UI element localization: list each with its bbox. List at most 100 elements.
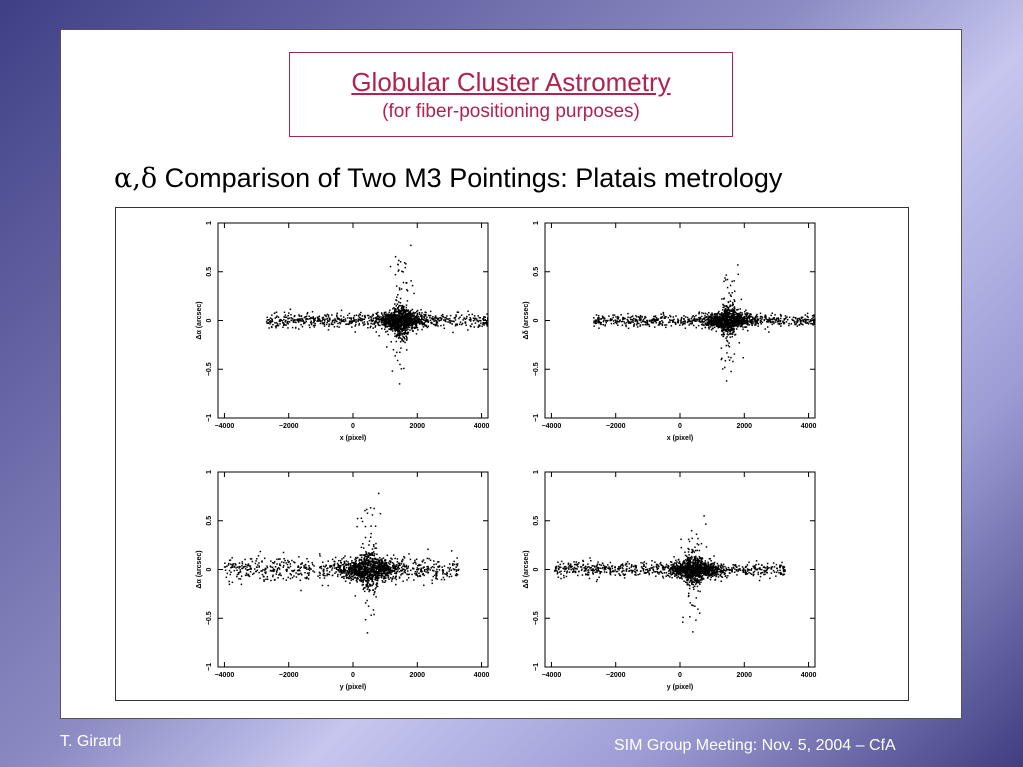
data-point <box>413 579 415 581</box>
data-point <box>348 571 351 573</box>
data-point <box>373 507 375 510</box>
data-point <box>367 580 369 582</box>
data-point <box>454 316 457 319</box>
data-point <box>388 569 391 571</box>
data-point <box>240 575 243 577</box>
data-point <box>397 333 399 335</box>
data-point <box>414 570 417 573</box>
data-point <box>416 575 419 577</box>
data-point <box>475 318 478 320</box>
data-point <box>385 573 388 576</box>
data-point <box>395 299 398 302</box>
data-point <box>356 581 358 583</box>
data-point <box>729 316 731 319</box>
data-point <box>706 318 708 321</box>
data-point <box>638 319 641 321</box>
data-point <box>486 313 488 315</box>
data-point <box>726 318 728 321</box>
data-point <box>734 322 736 324</box>
data-point <box>423 570 426 572</box>
data-point <box>372 581 375 583</box>
data-point <box>411 328 413 330</box>
data-point <box>398 333 401 336</box>
data-point <box>411 573 413 576</box>
data-point <box>740 317 742 319</box>
data-point <box>360 311 362 314</box>
data-point <box>455 315 457 317</box>
data-point <box>247 574 250 577</box>
data-point <box>727 312 730 314</box>
data-point <box>406 336 408 339</box>
data-point <box>369 583 371 586</box>
data-point <box>368 571 370 573</box>
data-point <box>397 322 400 324</box>
data-point <box>468 314 470 316</box>
data-point <box>745 309 747 311</box>
data-point <box>275 316 278 318</box>
x-tick-label: −2000 <box>606 672 626 679</box>
data-point <box>703 320 706 323</box>
data-point <box>286 563 289 566</box>
x-tick-label: −2000 <box>279 423 299 430</box>
data-point <box>401 569 404 571</box>
data-point <box>370 322 372 325</box>
data-point <box>718 310 720 313</box>
data-point <box>729 300 732 302</box>
data-point <box>356 556 359 559</box>
data-point <box>726 321 729 323</box>
data-point <box>282 321 284 324</box>
data-point <box>429 317 431 319</box>
data-point <box>372 574 375 576</box>
data-point <box>644 317 646 320</box>
data-point <box>332 319 335 321</box>
data-point <box>741 323 744 326</box>
data-point <box>382 571 384 573</box>
data-point <box>364 602 367 604</box>
data-point <box>363 560 365 562</box>
data-point <box>702 318 704 321</box>
data-point <box>361 570 364 573</box>
data-point <box>326 573 328 575</box>
data-point <box>389 577 392 579</box>
data-point <box>408 316 411 319</box>
data-point <box>361 319 363 322</box>
data-point <box>413 292 415 295</box>
y-tick-label: 0.5 <box>206 516 213 526</box>
data-point <box>365 570 368 572</box>
data-point <box>388 570 391 573</box>
data-point <box>722 335 724 338</box>
data-point <box>374 577 377 580</box>
data-point <box>444 573 446 575</box>
data-point <box>438 561 440 563</box>
data-point <box>429 314 432 317</box>
data-point <box>683 320 686 322</box>
data-point <box>778 322 780 325</box>
data-point <box>368 540 371 542</box>
data-point <box>246 564 249 566</box>
data-point <box>248 575 251 578</box>
data-point <box>400 573 403 575</box>
data-point <box>401 307 403 309</box>
data-point <box>380 319 383 321</box>
data-point <box>278 573 281 576</box>
data-point <box>780 317 782 320</box>
data-point <box>245 572 248 575</box>
data-point <box>334 318 336 320</box>
data-point <box>345 572 348 574</box>
data-point <box>367 577 370 580</box>
data-point <box>361 561 364 563</box>
data-point <box>363 567 366 569</box>
data-point <box>289 573 292 575</box>
data-point <box>680 321 683 324</box>
data-point <box>424 324 427 327</box>
data-point <box>784 315 787 317</box>
data-point <box>746 318 748 321</box>
data-point <box>445 317 447 319</box>
data-point <box>672 321 675 323</box>
data-point <box>602 316 605 319</box>
data-point <box>464 321 467 323</box>
data-point <box>353 320 355 322</box>
data-point <box>334 572 336 575</box>
data-point <box>731 335 734 338</box>
data-point <box>379 512 382 515</box>
